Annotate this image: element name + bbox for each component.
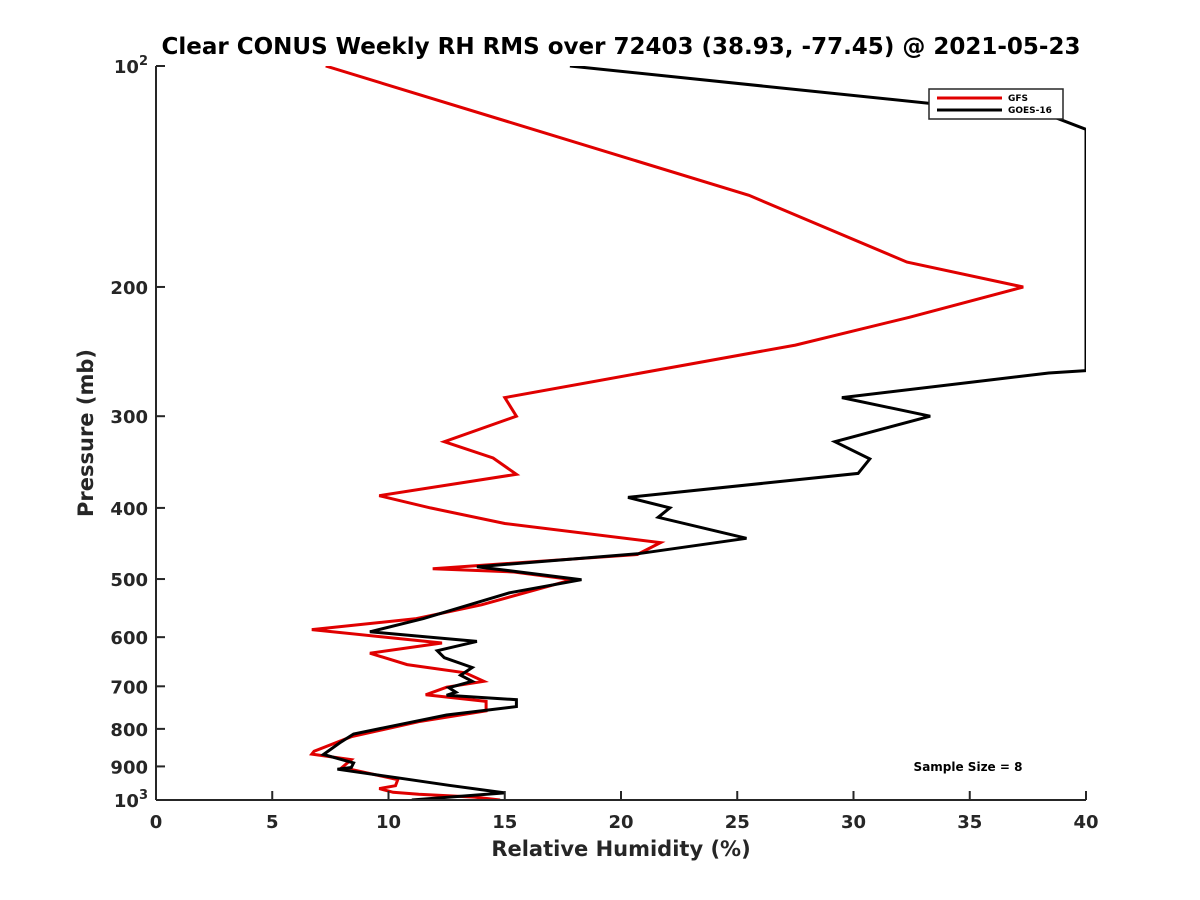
y-tick-label: 400 <box>110 499 148 520</box>
y-tick-label: 600 <box>110 628 148 649</box>
series-layer <box>308 66 1086 800</box>
series-line-goes-16 <box>319 66 1086 800</box>
sample-size-annotation: Sample Size = 8 <box>914 760 1023 774</box>
series-line-gfs <box>308 66 1024 800</box>
x-tick-label: 20 <box>608 812 633 833</box>
y-tick-label: 103 <box>114 788 148 812</box>
x-axis-label: Relative Humidity (%) <box>491 837 750 861</box>
x-tick-label: 30 <box>841 812 866 833</box>
chart-title: Clear CONUS Weekly RH RMS over 72403 (38… <box>162 34 1081 60</box>
y-tick-label: 200 <box>110 278 148 299</box>
y-tick-label: 500 <box>110 570 148 591</box>
x-tick-label: 40 <box>1073 812 1098 833</box>
x-tick-label: 5 <box>266 812 279 833</box>
y-tick-label: 300 <box>110 407 148 428</box>
legend: GFS GOES-16 <box>928 88 1064 120</box>
legend-label: GFS <box>1008 94 1028 104</box>
y-axis-label: Pressure (mb) <box>74 349 98 517</box>
ticks-layer: 0 5 10 15 20 25 30 35 40 102 200 300 400 500 600 700 800… <box>110 54 1098 833</box>
y-tick-label: 102 <box>114 54 148 78</box>
legend-box <box>928 88 1064 120</box>
x-tick-label: 0 <box>150 812 163 833</box>
legend-label: GOES-16 <box>1008 106 1052 116</box>
y-tick-label: 800 <box>110 720 148 741</box>
x-tick-label: 10 <box>376 812 401 833</box>
x-tick-label: 25 <box>725 812 750 833</box>
y-tick-label: 900 <box>110 757 148 778</box>
y-tick-label: 700 <box>110 677 148 698</box>
x-tick-label: 35 <box>957 812 982 833</box>
x-tick-label: 15 <box>492 812 517 833</box>
